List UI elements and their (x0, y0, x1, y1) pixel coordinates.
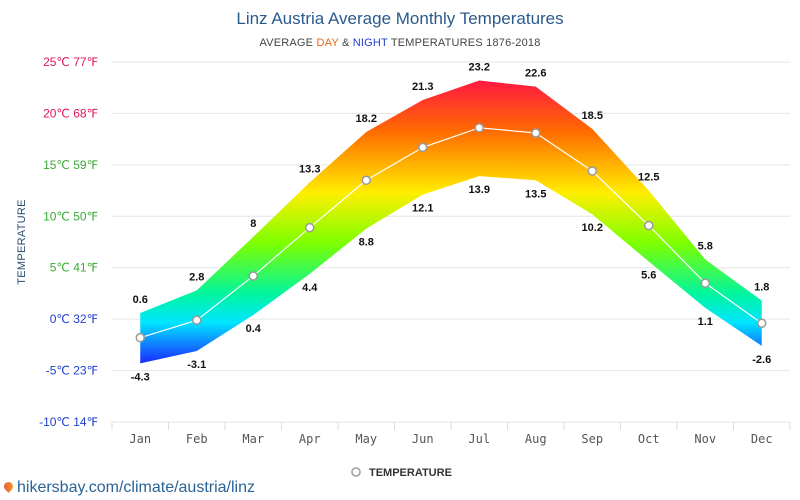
average-temperature-line (140, 127, 763, 339)
subtitle-suffix: TEMPERATURES 1876-2018 (388, 37, 541, 49)
day-night-band-area (140, 80, 762, 364)
x-tick-label: Dec (751, 432, 773, 446)
x-tick-label: Jan (129, 432, 151, 446)
night-value-label: 13.5 (525, 188, 546, 200)
night-value-label: 5.6 (641, 270, 656, 282)
x-tick-label: Aug (525, 432, 547, 446)
average-temperature-point[interactable] (700, 278, 710, 288)
x-axis-ticks: Jan Feb Mar Apr May Jun Jul Aug Sep Oct Nov Dec (111, 422, 791, 446)
night-value-label: 10.2 (582, 222, 603, 234)
subtitle-day-word: DAY (316, 37, 339, 49)
y-tick-label: 15℃ 59℉ (43, 158, 98, 172)
average-temperature-point[interactable] (248, 271, 258, 281)
night-value-label: -2.6 (752, 354, 771, 366)
average-temperature-point[interactable] (135, 332, 145, 343)
subtitle-middle: & (339, 37, 353, 49)
average-temperature-point[interactable] (474, 123, 484, 133)
day-value-label: 22.6 (525, 68, 546, 80)
legend-label: TEMPERATURE (369, 467, 452, 479)
y-axis-title: TEMPERATURE (16, 199, 28, 285)
x-tick-label: Nov (694, 432, 716, 446)
night-value-label: 8.8 (359, 237, 374, 249)
average-temperature-point[interactable] (192, 315, 202, 325)
day-value-label: 5.8 (698, 240, 713, 252)
y-tick-label: 25℃ 77℉ (43, 55, 98, 69)
average-temperature-point[interactable] (361, 175, 371, 186)
chart-title: Linz Austria Average Monthly Temperature… (236, 9, 563, 28)
day-value-label: 12.5 (638, 172, 659, 184)
x-tick-label: May (355, 432, 377, 446)
night-value-label: 0.4 (246, 323, 262, 335)
night-value-label: -4.3 (131, 371, 150, 383)
y-tick-label: 0℃ 32℉ (50, 312, 98, 326)
day-value-label: 18.2 (356, 113, 377, 125)
x-tick-label: Mar (242, 432, 264, 446)
credit-link[interactable]: hikersbay.com/climate/austria/linz (2, 479, 256, 497)
average-temperature-point[interactable] (305, 222, 315, 233)
x-tick-label: Sep (581, 432, 603, 446)
location-pin-icon (2, 480, 15, 493)
day-value-label: 23.2 (469, 62, 490, 74)
day-value-label: 13.3 (299, 163, 320, 175)
day-value-label: 21.3 (412, 81, 433, 93)
chart-subtitle: AVERAGE DAY & NIGHT TEMPERATURES 1876-20… (259, 37, 540, 49)
day-night-band (140, 80, 762, 364)
average-temperature-point[interactable] (644, 220, 654, 231)
subtitle-prefix: AVERAGE (259, 37, 316, 49)
y-tick-label: -5℃ 23℉ (46, 364, 98, 378)
day-value-label: 1.8 (754, 282, 769, 294)
x-tick-label: Oct (638, 432, 660, 446)
night-value-label: -3.1 (187, 359, 206, 371)
night-value-label: 12.1 (412, 203, 433, 215)
average-temperature-point[interactable] (587, 166, 597, 176)
average-temperature-point[interactable] (531, 128, 541, 138)
data-labels: 0.6 2.8 8 13.3 18.2 21.3 23.2 22.6 18.5 12.5 5.8 1.… (131, 62, 771, 384)
day-value-label: 18.5 (582, 110, 603, 122)
y-tick-label: -10℃ 14℉ (39, 415, 98, 429)
subtitle-night-word: NIGHT (353, 37, 388, 49)
y-axis-ticks: 25℃ 77℉ 20℃ 68℉ 15℃ 59℉ 10℃ 50℉ 5℃ 41℉ 0℃ 32℉… (39, 55, 98, 429)
y-tick-label: 20℃ 68℉ (43, 106, 98, 120)
legend[interactable]: TEMPERATURE (351, 467, 452, 479)
day-value-label: 8 (250, 218, 256, 230)
night-value-label: 4.4 (302, 282, 318, 294)
y-tick-label: 10℃ 50℉ (43, 209, 98, 223)
legend-marker-icon (351, 467, 361, 477)
day-value-label: 0.6 (133, 294, 148, 306)
x-tick-label: Apr (299, 432, 321, 446)
x-tick-label: Jun (412, 432, 434, 446)
average-temperature-point[interactable] (757, 318, 767, 329)
average-temperature-point[interactable] (418, 142, 428, 153)
average-temperature-series (135, 123, 767, 343)
night-value-label: 13.9 (469, 184, 490, 196)
x-tick-label: Jul (468, 432, 490, 446)
night-value-label: 1.1 (698, 316, 713, 328)
y-tick-label: 5℃ 41℉ (50, 261, 98, 275)
credit-text: hikersbay.com/climate/austria/linz (17, 479, 256, 496)
x-tick-label: Feb (186, 432, 208, 446)
day-value-label: 2.8 (189, 271, 204, 283)
